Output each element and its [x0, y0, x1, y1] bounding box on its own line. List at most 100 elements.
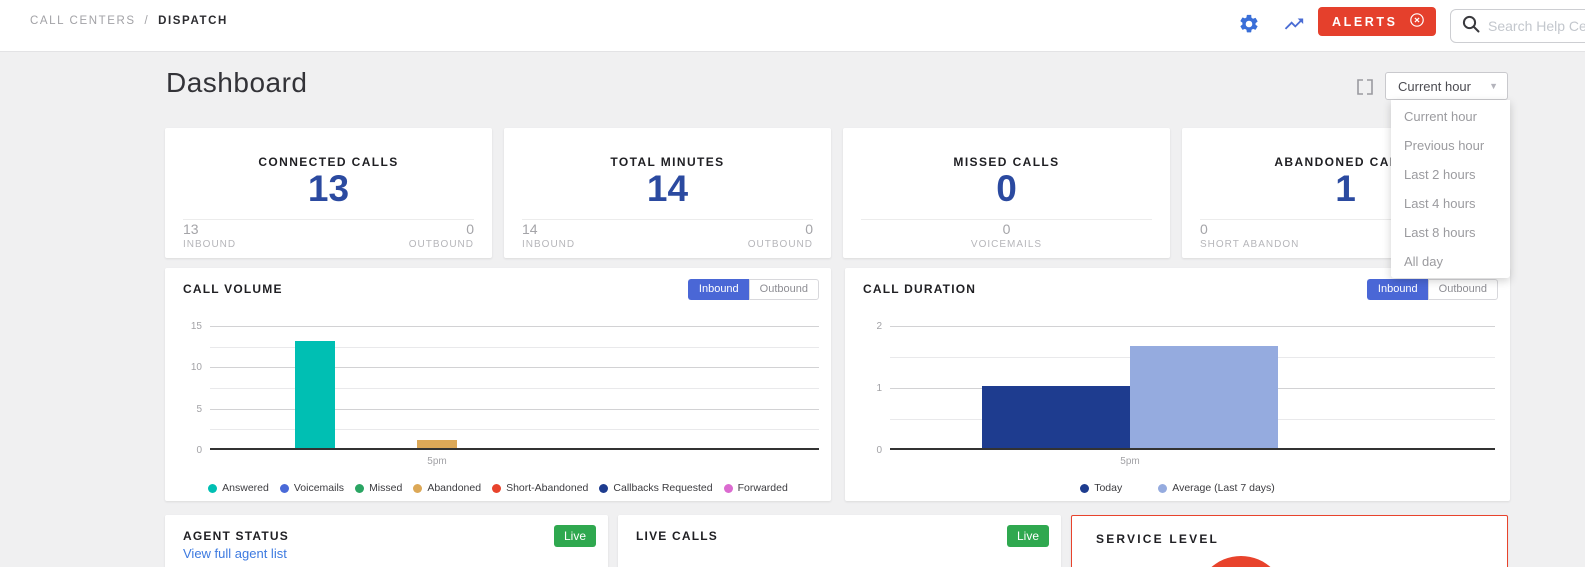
live-calls-card: LIVE CALLS Live [618, 515, 1061, 567]
agent-status-card: AGENT STATUS View full agent list Live [165, 515, 608, 567]
time-filter-dropdown[interactable]: Current hour ▼ [1385, 72, 1508, 100]
legend-label: Missed [369, 482, 403, 494]
x-tick-label: 5pm [1120, 456, 1140, 467]
divider [861, 219, 1152, 220]
menu-item-current-hour[interactable]: Current hour [1391, 102, 1510, 131]
legend-label: Short-Abandoned [506, 482, 589, 494]
divider [183, 219, 474, 220]
outbound-toggle-button[interactable]: Outbound [1427, 279, 1498, 300]
menu-item-previous-hour[interactable]: Previous hour [1391, 131, 1510, 160]
live-badge: Live [553, 525, 596, 547]
charts-row: CALL VOLUME Inbound Outbound 15 10 5 [165, 268, 1510, 501]
connected-calls-card: CONNECTED CALLS 13 13 INBOUND 0 OUTBOUND [165, 128, 492, 258]
call-volume-direction-toggle: Inbound Outbound [687, 279, 819, 300]
alerts-button-label: ALERTS [1332, 14, 1398, 29]
x-tick-label: 5pm [427, 456, 447, 467]
gridline [210, 409, 819, 410]
menu-item-last-4-hours[interactable]: Last 4 hours [1391, 189, 1510, 218]
y-tick-label: 15 [190, 321, 202, 332]
x-axis-line [210, 448, 819, 450]
stat-sub-label: VOICEMAILS [970, 239, 1043, 250]
stat-sub-label: OUTBOUND [747, 239, 813, 250]
x-axis-line [890, 448, 1495, 450]
alerts-button[interactable]: ALERTS [1318, 7, 1436, 36]
help-search-box [1450, 9, 1585, 43]
inbound-toggle-button[interactable]: Inbound [687, 279, 749, 300]
call-duration-card: CALL DURATION Inbound Outbound 2 1 0 [845, 268, 1510, 501]
service-level-title: SERVICE LEVEL [1096, 532, 1220, 546]
answered-bar [295, 341, 335, 448]
top-bar: CALL CENTERS / DISPATCH ALERTS [0, 0, 1585, 52]
stat-card-row: CONNECTED CALLS 13 13 INBOUND 0 OUTBOUND… [165, 128, 1510, 258]
settings-button[interactable] [1234, 10, 1264, 40]
menu-item-all-day[interactable]: All day [1391, 247, 1510, 276]
y-tick-label: 5 [196, 404, 202, 415]
page-title: Dashboard [166, 67, 308, 98]
call-volume-legend: Answered Voicemails Missed Abandoned Sho… [165, 482, 831, 494]
legend-dot [1080, 483, 1090, 493]
bottom-row: AGENT STATUS View full agent list Live L… [165, 515, 1510, 567]
legend-dot [492, 483, 502, 493]
time-filter-menu: Current hour Previous hour Last 2 hours … [1391, 100, 1510, 278]
outbound-toggle-button[interactable]: Outbound [748, 279, 819, 300]
stat-title: MISSED CALLS [953, 155, 1060, 169]
legend-dot [355, 483, 365, 493]
stat-sub-value: 0 [805, 221, 813, 237]
view-full-agent-list-link[interactable]: View full agent list [183, 546, 287, 561]
stat-title: ABANDONED CALLS [1274, 155, 1417, 169]
y-tick-label: 2 [876, 321, 882, 332]
gridline [210, 367, 819, 368]
call-duration-direction-toggle: Inbound Outbound [1366, 279, 1498, 300]
agent-status-title: AGENT STATUS [183, 529, 289, 543]
y-tick-label: 1 [876, 383, 882, 394]
missed-calls-card: MISSED CALLS 0 0 VOICEMAILS [843, 128, 1170, 258]
gear-icon [1238, 13, 1260, 38]
service-level-card: SERVICE LEVEL [1071, 515, 1508, 567]
legend-dot [1158, 483, 1168, 493]
breadcrumb: CALL CENTERS / DISPATCH [30, 15, 228, 27]
chevron-down-icon: ▼ [1489, 81, 1498, 91]
call-volume-card: CALL VOLUME Inbound Outbound 15 10 5 [165, 268, 831, 501]
breadcrumb-dispatch: DISPATCH [158, 15, 228, 27]
stat-value: 14 [646, 168, 689, 209]
trend-up-icon [1283, 13, 1305, 38]
fullscreen-button[interactable] [1355, 78, 1375, 98]
breadcrumb-call-centers[interactable]: CALL CENTERS [30, 15, 136, 27]
legend-label: Today [1094, 482, 1123, 494]
legend-label: Average (Last 7 days) [1172, 482, 1275, 494]
circled-x-icon [1409, 12, 1425, 31]
stat-title: CONNECTED CALLS [258, 155, 399, 169]
legend-label: Forwarded [737, 482, 788, 494]
legend-label: Answered [222, 482, 269, 494]
service-level-gauge [1196, 556, 1286, 567]
legend-dot [413, 483, 423, 493]
stat-sub-label: OUTBOUND [408, 239, 474, 250]
search-icon [1461, 14, 1481, 39]
legend-dot [599, 483, 609, 493]
stat-sub-value: 0 [1002, 221, 1011, 237]
stat-sub-value: 13 [183, 221, 199, 237]
stat-sub-value: 14 [522, 221, 538, 237]
legend-label: Voicemails [293, 482, 345, 494]
expand-corners-icon [1356, 79, 1374, 99]
stat-sub-label: INBOUND [522, 239, 576, 250]
abandoned-bar [417, 440, 457, 448]
call-duration-plot: 2 1 0 5pm [876, 321, 1495, 467]
stat-sub-label: SHORT ABANDON [1200, 239, 1300, 250]
inbound-toggle-button[interactable]: Inbound [1366, 279, 1428, 300]
menu-item-last-8-hours[interactable]: Last 8 hours [1391, 218, 1510, 247]
y-tick-label: 0 [196, 445, 202, 456]
breadcrumb-separator: / [144, 15, 150, 27]
legend-dot [279, 483, 289, 493]
average-bar [1130, 346, 1278, 448]
help-search-input[interactable] [1488, 18, 1585, 34]
stat-value: 0 [996, 168, 1017, 209]
y-tick-label: 10 [190, 362, 202, 373]
divider [522, 219, 813, 220]
gridline [210, 347, 819, 348]
analytics-button[interactable] [1279, 10, 1309, 40]
gridline [210, 388, 819, 389]
stat-sub-label: INBOUND [183, 239, 237, 250]
legend-label: Callbacks Requested [613, 482, 713, 494]
menu-item-last-2-hours[interactable]: Last 2 hours [1391, 160, 1510, 189]
